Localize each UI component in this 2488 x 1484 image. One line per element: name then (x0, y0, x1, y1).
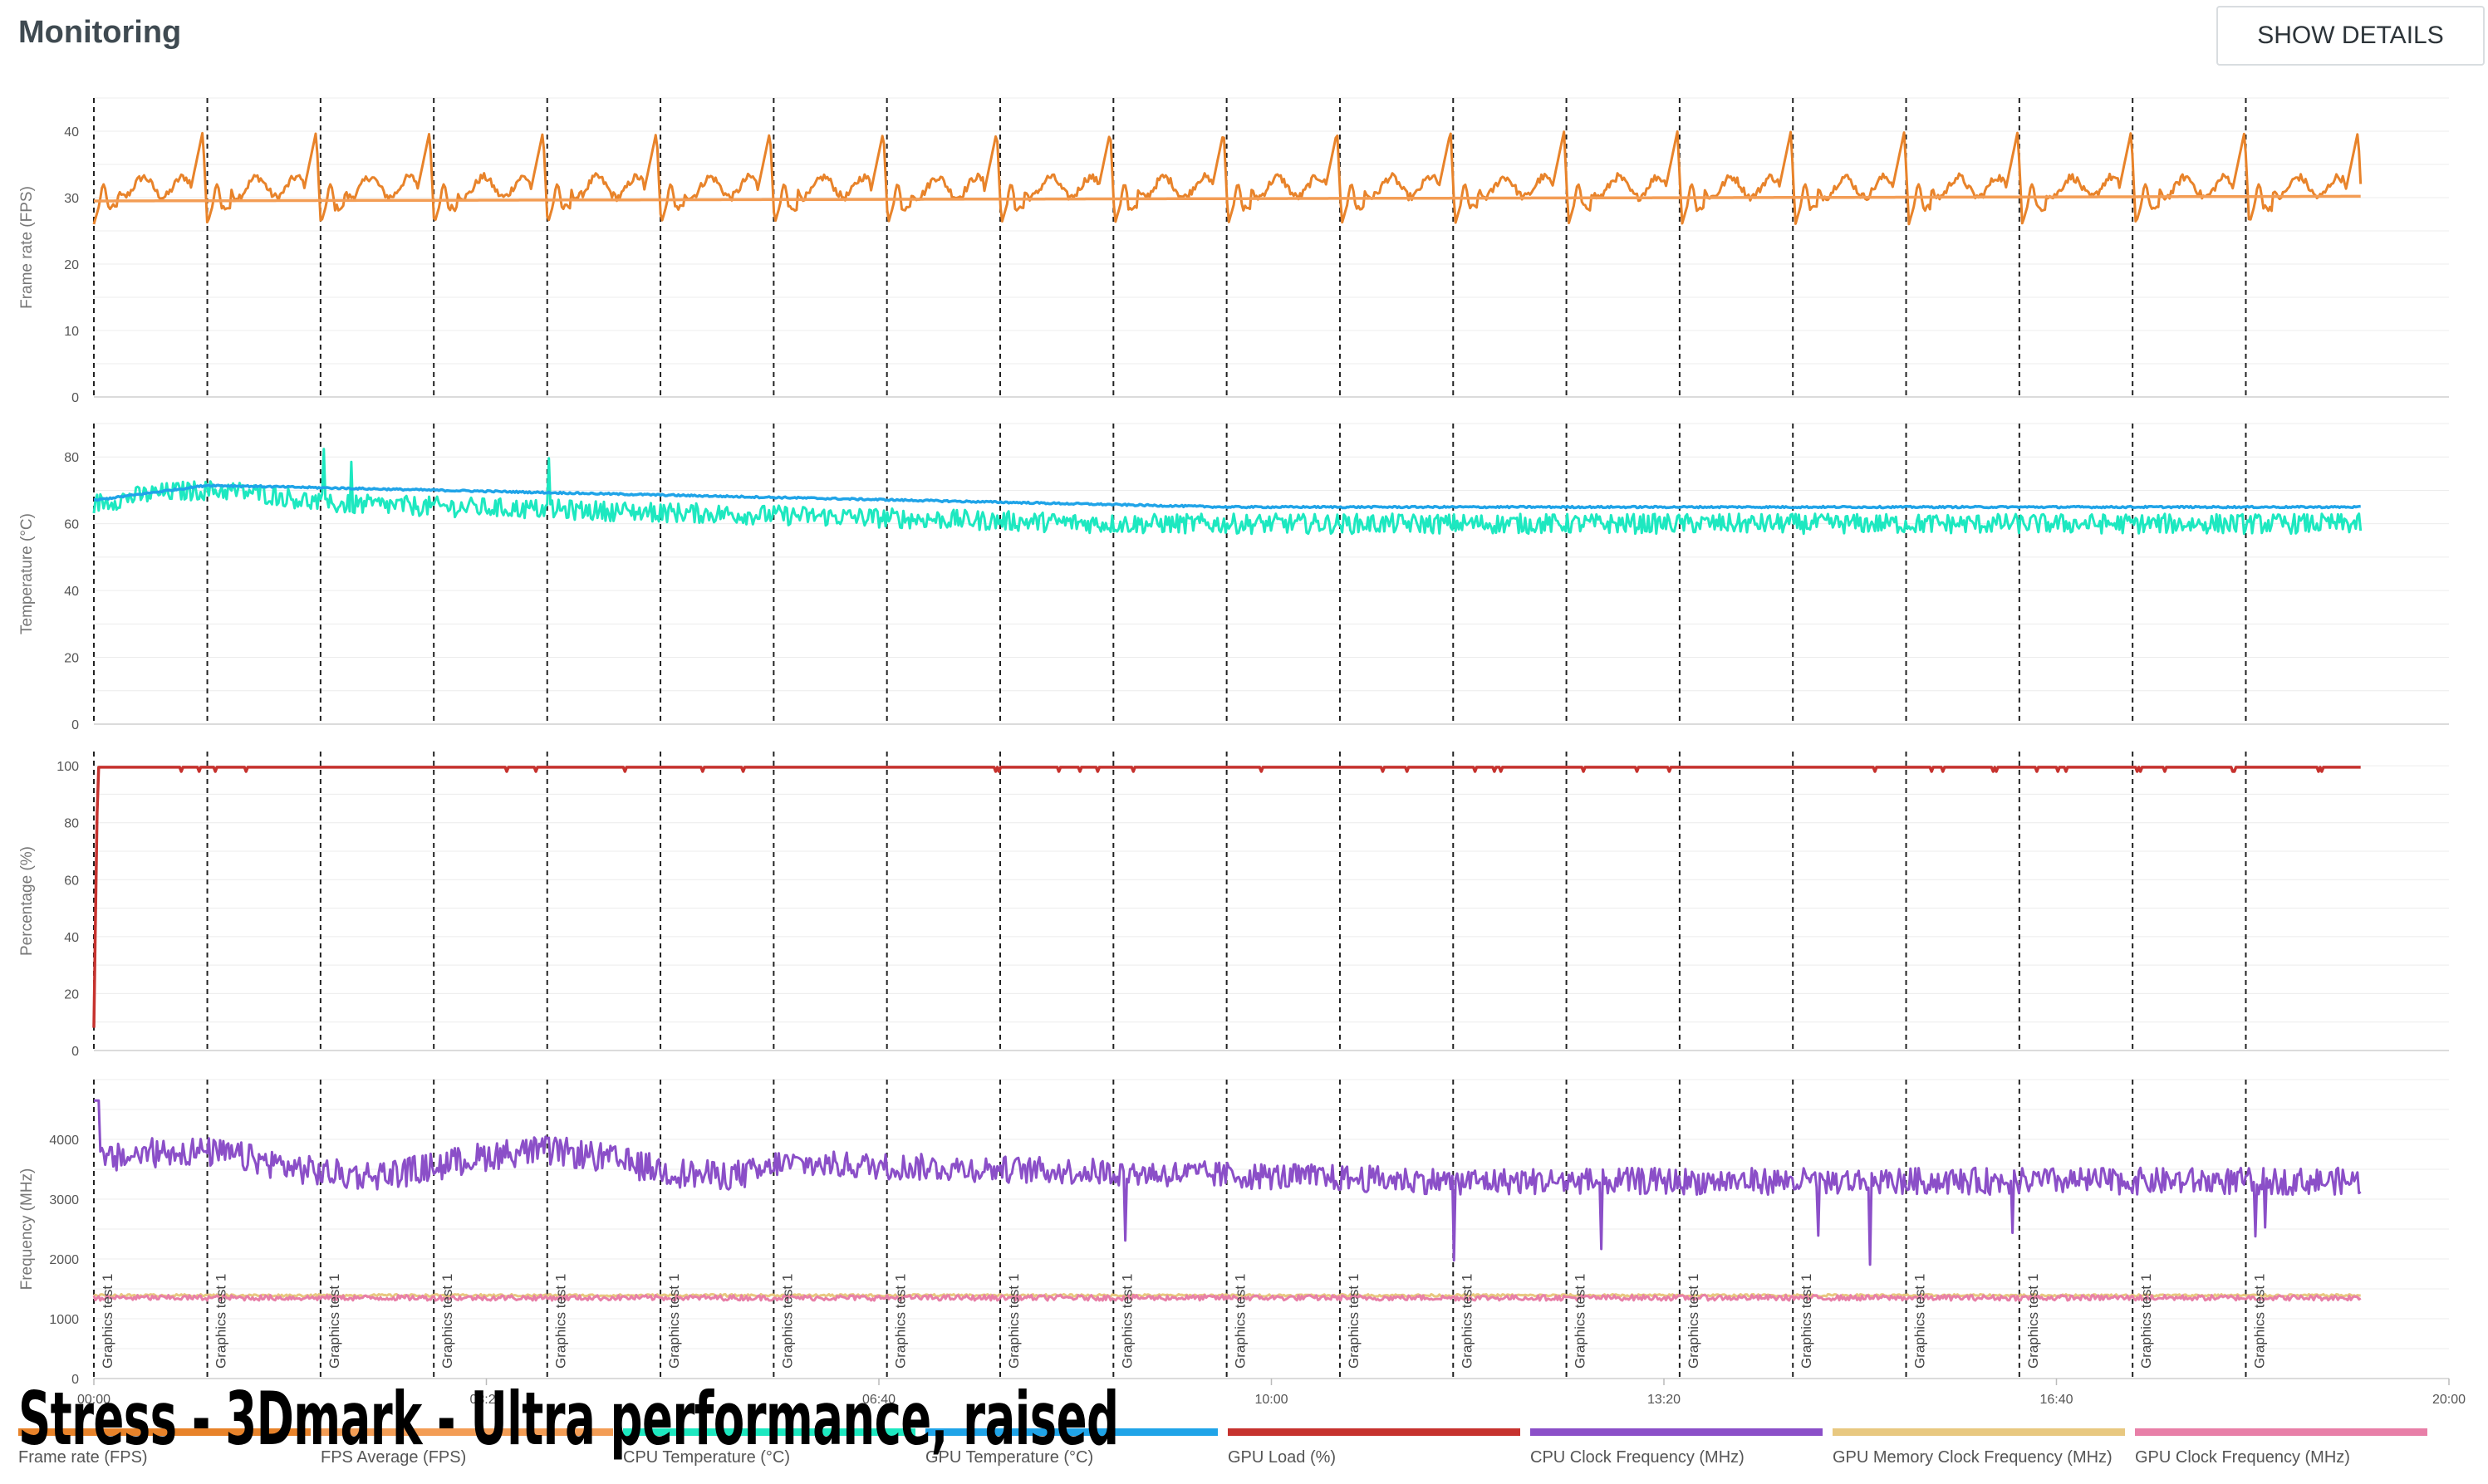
y-axis-title: Frequency (MHz) (18, 1168, 36, 1291)
test-marker-label: Graphics test 1 (779, 1274, 795, 1369)
overlay-title: Stress - 3Dmark - Ultra performance, rai… (18, 1376, 1119, 1462)
chart-panel-3: 0 20 40 60 80 100 Percentage (%) (18, 752, 2449, 1059)
test-marker-label: Graphics test 1 (893, 1274, 909, 1369)
test-marker-label: Graphics test 1 (1573, 1274, 1588, 1369)
y-tick-label: 3000 (49, 1193, 79, 1207)
test-marker-label: Graphics test 1 (2138, 1274, 2154, 1369)
legend-label: CPU Temperature (°C) (623, 1448, 790, 1467)
x-tick-label: 13:20 (1647, 1393, 1681, 1407)
y-tick-label: 40 (64, 585, 79, 599)
y-tick-label: 60 (64, 518, 79, 532)
test-marker-label: Graphics test 1 (1233, 1274, 1249, 1369)
test-marker-label: Graphics test 1 (1119, 1274, 1135, 1369)
y-tick-label: 40 (64, 125, 79, 140)
test-marker-label: Graphics test 1 (439, 1274, 455, 1369)
legend-swatch (1530, 1428, 1823, 1436)
legend-label: FPS Average (FPS) (321, 1448, 466, 1467)
y-tick-label: 10 (64, 325, 79, 339)
test-marker-label: Graphics test 1 (666, 1274, 682, 1369)
test-marker-label: Graphics test 1 (100, 1274, 115, 1369)
y-tick-label: 80 (64, 451, 79, 465)
page-title: Monitoring (18, 15, 182, 50)
test-marker-label: Graphics test 1 (1686, 1274, 1701, 1369)
y-axis-title: Frame rate (FPS) (18, 186, 36, 309)
legend-swatch (623, 1428, 915, 1436)
series-line (94, 194, 2361, 203)
y-tick-label: 0 (71, 1045, 79, 1059)
y-tick-label: 30 (64, 192, 79, 206)
show-details-button[interactable]: SHOW DETAILS (2216, 6, 2485, 66)
x-tick-label: 10:00 (1254, 1393, 1288, 1407)
series-line (92, 448, 2363, 536)
legend-label: Frame rate (FPS) (18, 1448, 148, 1467)
test-marker-label: Graphics test 1 (213, 1274, 229, 1369)
series-line (94, 1099, 2362, 1266)
test-marker-label: Graphics test 1 (2251, 1274, 2267, 1369)
legend-swatch (925, 1428, 1218, 1436)
legend-swatch (18, 1428, 311, 1436)
y-tick-label: 20 (64, 987, 79, 1002)
test-marker-label: Graphics test 1 (2025, 1274, 2041, 1369)
y-tick-label: 20 (64, 258, 79, 272)
test-marker-label: Graphics test 1 (1006, 1274, 1022, 1369)
legend-label: GPU Temperature (°C) (925, 1448, 1093, 1467)
y-tick-label: 20 (64, 652, 79, 666)
test-marker-label: Graphics test 1 (1346, 1274, 1362, 1369)
y-axis-title: Percentage (%) (18, 846, 36, 956)
legend-swatch (2135, 1428, 2427, 1436)
legend-label: GPU Clock Frequency (MHz) (2135, 1448, 2350, 1467)
x-tick-label: 06:40 (862, 1393, 896, 1407)
y-tick-label: 80 (64, 817, 79, 831)
y-tick-label: 100 (56, 760, 79, 774)
test-marker-label: Graphics test 1 (326, 1274, 342, 1369)
legend-swatch (321, 1428, 613, 1436)
chart-panel-2: 0 20 40 60 80 Temperature (°C) (18, 423, 2449, 732)
legend-swatch (1228, 1428, 1520, 1436)
y-tick-label: 0 (71, 1373, 79, 1387)
x-tick-label: 00:00 (77, 1393, 110, 1407)
chart-panel-4: 0 1000 2000 3000 4000 Frequency (MHz) Graphics… (18, 1079, 2449, 1387)
x-tick-label: 03:20 (469, 1393, 503, 1407)
chart-panel-1: 0 10 20 30 40 Frame rate (FPS) (18, 97, 2449, 405)
x-tick-label: 20:00 (2432, 1393, 2466, 1407)
series-line (92, 1294, 2362, 1302)
test-marker-label: Graphics test 1 (1459, 1274, 1475, 1369)
test-marker-label: Graphics test 1 (1799, 1274, 1814, 1369)
x-tick-label: 16:40 (2039, 1393, 2073, 1407)
y-tick-label: 0 (71, 718, 79, 732)
test-marker-label: Graphics test 1 (553, 1274, 569, 1369)
series-line (93, 483, 2361, 510)
legend-swatch (1833, 1428, 2125, 1436)
y-tick-label: 4000 (49, 1134, 79, 1148)
test-marker-label: Graphics test 1 (1912, 1274, 1928, 1369)
y-tick-label: 40 (64, 931, 79, 945)
y-tick-label: 2000 (49, 1253, 79, 1267)
legend-label: GPU Load (%) (1228, 1448, 1336, 1467)
legend: Frame rate (FPS) FPS Average (FPS) CPU Tem… (18, 1428, 2427, 1467)
legend-label: CPU Clock Frequency (MHz) (1530, 1448, 1745, 1467)
y-tick-label: 60 (64, 874, 79, 888)
legend-label: GPU Memory Clock Frequency (MHz) (1833, 1448, 2113, 1467)
series-line (92, 766, 2361, 1028)
y-tick-label: 1000 (49, 1313, 79, 1327)
y-axis-title: Temperature (°C) (18, 513, 36, 634)
y-tick-label: 0 (71, 391, 79, 405)
